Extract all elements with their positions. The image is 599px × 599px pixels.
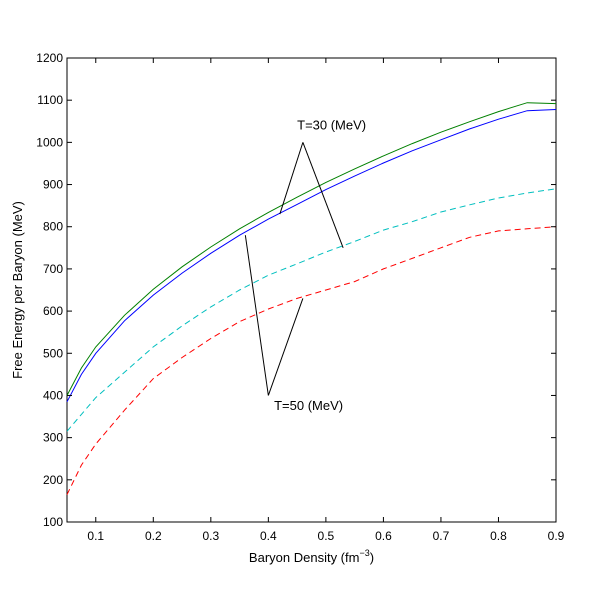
- y-tick-label: 400: [43, 388, 63, 402]
- x-axis-label: Baryon Density (fm−3): [249, 548, 374, 565]
- series-line-3: [66, 226, 557, 495]
- y-axis-label: Free Energy per Baryon (MeV): [10, 201, 25, 379]
- x-tick-label: 0.2: [145, 529, 162, 543]
- series-line-2: [66, 188, 557, 432]
- y-tick-label: 200: [43, 473, 63, 487]
- y-tick-label: 900: [43, 178, 63, 192]
- plot-area: [66, 57, 557, 523]
- series-layer: [66, 102, 557, 495]
- x-tick-label: 0.4: [260, 529, 277, 543]
- annotation-pointer-line: [244, 235, 269, 396]
- y-tick-label: 1100: [37, 93, 63, 107]
- x-tick-label: 0.6: [375, 529, 392, 543]
- x-tick-label: 0.1: [87, 529, 104, 543]
- y-tick-label: 600: [43, 304, 63, 318]
- y-tick-label: 1200: [36, 51, 63, 65]
- y-tick-label: 700: [43, 262, 63, 276]
- annotation-pointer-line: [302, 142, 344, 248]
- y-tick-label: 100: [43, 515, 63, 529]
- y-tick-label: 1000: [36, 135, 63, 149]
- annotation-layer: T=30 (MeV) T=50 (MeV): [244, 118, 366, 413]
- x-tick-label: 0.9: [548, 529, 565, 543]
- annotation-pointer-line: [279, 142, 304, 215]
- annotation-pointer-line: [267, 298, 304, 396]
- y-tick-label: 800: [43, 220, 63, 234]
- tick-layer: 0.1 0.2 0.3 0.4 0.5 0.6 0.7 0.8 0.9 100 200 300 400 5…: [36, 51, 564, 543]
- annotation-label: T=30 (MeV): [297, 118, 366, 133]
- series-line-1: [66, 109, 557, 403]
- y-tick-label: 500: [43, 346, 63, 360]
- x-tick-label: 0.3: [202, 529, 219, 543]
- x-tick-label: 0.5: [318, 529, 335, 543]
- series-line-0: [66, 102, 557, 396]
- x-tick-label: 0.7: [433, 529, 450, 543]
- y-tick-label: 300: [43, 431, 63, 445]
- annotation-label: T=50 (MeV): [274, 398, 343, 413]
- x-tick-label: 0.8: [490, 529, 507, 543]
